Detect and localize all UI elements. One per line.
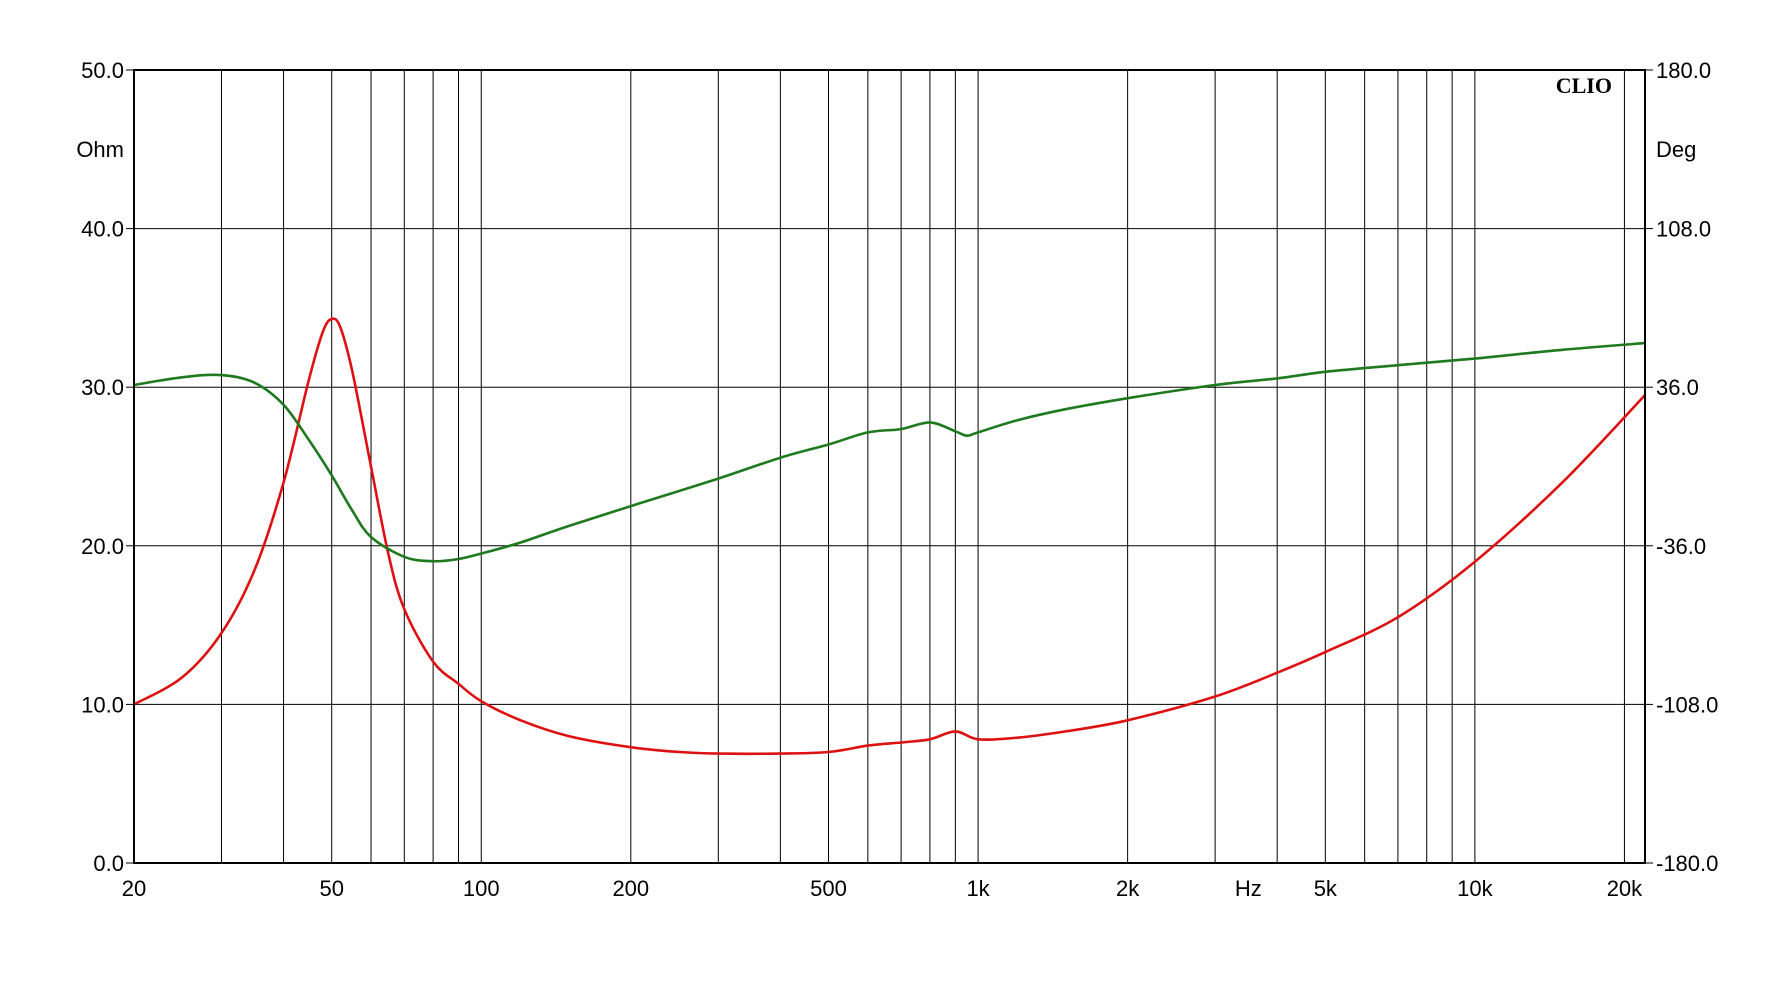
x-tick-label: 10k bbox=[1457, 876, 1493, 901]
y-left-tick-label: 0.0 bbox=[93, 851, 124, 876]
x-axis-label: Hz bbox=[1235, 876, 1262, 901]
x-tick-label: 20k bbox=[1607, 876, 1643, 901]
x-tick-label: 2k bbox=[1116, 876, 1140, 901]
series-layer bbox=[133, 317, 1646, 756]
impedance-curve bbox=[133, 317, 1646, 756]
x-tick-label: 1k bbox=[966, 876, 990, 901]
x-tick-label: 100 bbox=[463, 876, 500, 901]
plot-frame bbox=[133, 69, 1646, 864]
y-right-tick-label: -180.0 bbox=[1656, 851, 1718, 876]
y-right-unit-label: Deg bbox=[1656, 137, 1696, 162]
y-right-tick-label: 108.0 bbox=[1656, 217, 1711, 242]
y-left-tick-label: 40.0 bbox=[81, 217, 124, 242]
axis-labels: 0.0 10.0 20.0 30.0 40.0 50.0 -180.0 -108.0 -36.0… bbox=[76, 58, 1718, 901]
y-left-tick-label: 20.0 bbox=[81, 534, 124, 559]
x-tick-label: 5k bbox=[1314, 876, 1338, 901]
x-tick-label: 50 bbox=[319, 876, 343, 901]
y-right-tick-label: -36.0 bbox=[1656, 534, 1706, 559]
y-left-tick-label: 30.0 bbox=[81, 375, 124, 400]
y-left-tick-label: 50.0 bbox=[81, 58, 124, 83]
y-right-tick-label: 180.0 bbox=[1656, 58, 1711, 83]
y-left-unit-label: Ohm bbox=[76, 137, 124, 162]
y-right-tick-label: -108.0 bbox=[1656, 692, 1718, 717]
x-tick-label: 500 bbox=[810, 876, 847, 901]
x-tick-label: 200 bbox=[612, 876, 649, 901]
y-right-tick-label: 36.0 bbox=[1656, 375, 1699, 400]
x-tick-label: 20 bbox=[122, 876, 146, 901]
phase-curve bbox=[133, 341, 1646, 563]
y-left-tick-label: 10.0 bbox=[81, 692, 124, 717]
clio-brand: CLIO bbox=[1556, 73, 1612, 98]
